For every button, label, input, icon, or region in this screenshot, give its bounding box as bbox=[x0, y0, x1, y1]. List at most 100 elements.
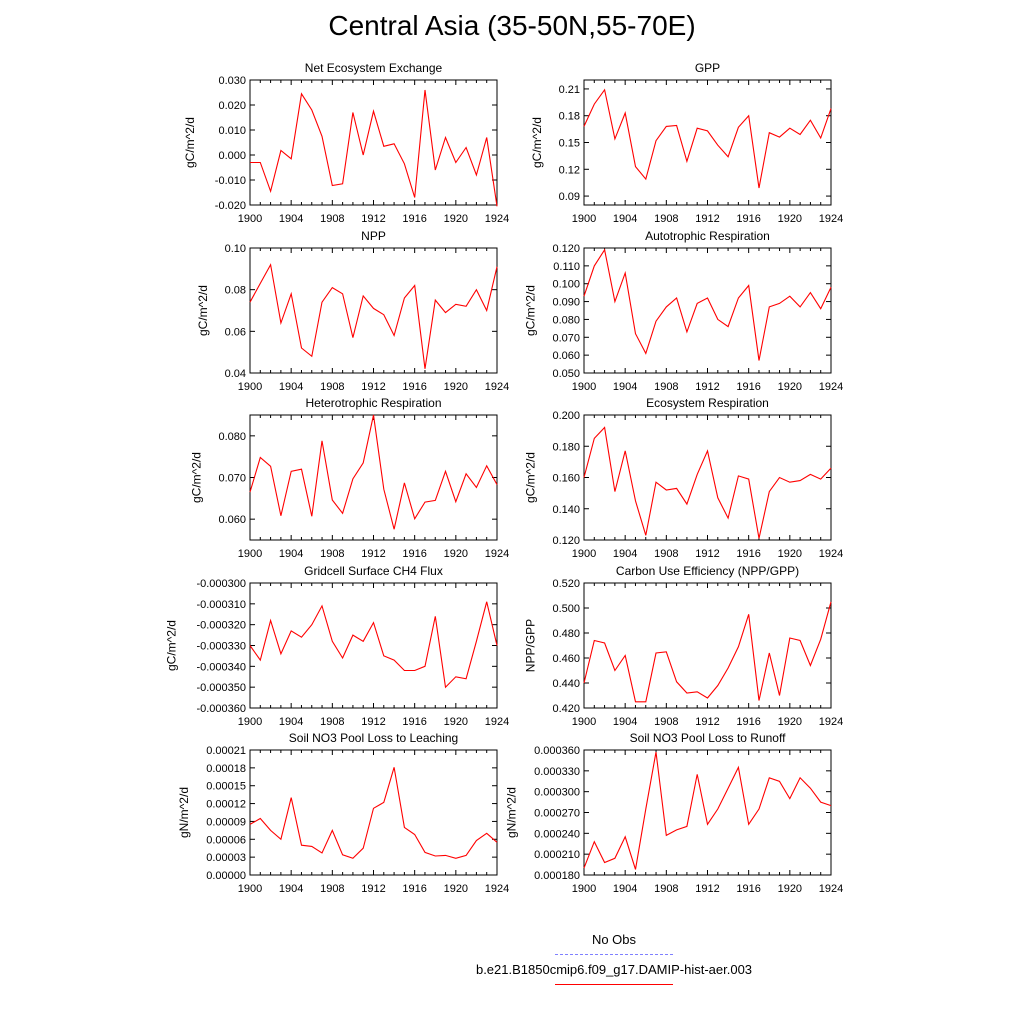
chart-title: Soil NO3 Pool Loss to Runoff bbox=[630, 731, 787, 745]
y-tick-label: 0.120 bbox=[552, 535, 580, 547]
y-tick-label: 0.06 bbox=[225, 326, 246, 338]
y-tick-label: -0.000300 bbox=[196, 578, 246, 590]
y-tick-label: 0.000270 bbox=[534, 808, 580, 820]
x-tick-label: 1916 bbox=[736, 883, 760, 895]
page-title: Central Asia (35-50N,55-70E) bbox=[328, 10, 696, 41]
y-tick-label: -0.020 bbox=[215, 200, 246, 212]
y-tick-label: 0.090 bbox=[552, 297, 580, 309]
y-tick-label: 0.010 bbox=[218, 125, 246, 137]
x-tick-label: 1920 bbox=[444, 548, 468, 560]
x-tick-label: 1920 bbox=[778, 548, 802, 560]
x-tick-label: 1924 bbox=[819, 548, 843, 560]
y-tick-label: 0.04 bbox=[225, 368, 246, 380]
x-tick-label: 1916 bbox=[402, 548, 426, 560]
x-tick-label: 1904 bbox=[279, 381, 303, 393]
x-tick-label: 1908 bbox=[320, 548, 344, 560]
x-tick-label: 1916 bbox=[736, 213, 760, 225]
plot-frame bbox=[583, 414, 832, 541]
x-tick-label: 1912 bbox=[361, 381, 385, 393]
y-axis-label: gC/m^2/d bbox=[196, 285, 210, 336]
x-tick-label: 1908 bbox=[654, 716, 678, 728]
x-tick-label: 1912 bbox=[695, 883, 719, 895]
y-axis-label: gN/m^2/d bbox=[177, 787, 191, 838]
x-tick-label: 1904 bbox=[279, 716, 303, 728]
chart-carbon-use-efficiency-npp-gpp: Carbon Use Efficiency (NPP/GPP) 1900 1904 1… bbox=[524, 564, 844, 728]
y-tick-label: 0.000180 bbox=[534, 870, 580, 882]
x-tick-label: 1908 bbox=[654, 548, 678, 560]
y-tick-label: 0.060 bbox=[552, 350, 580, 362]
chart-ecosystem-respiration: Ecosystem Respiration 1900 1904 1908 1912 191… bbox=[524, 396, 844, 560]
x-tick-label: 1904 bbox=[279, 213, 303, 225]
series-line bbox=[249, 263, 498, 369]
y-axis-label: gN/m^2/d bbox=[505, 787, 519, 838]
y-tick-label: 0.00021 bbox=[206, 745, 246, 757]
y-tick-label: 0.070 bbox=[552, 332, 580, 344]
series-line bbox=[249, 601, 498, 689]
x-tick-label: 1912 bbox=[695, 716, 719, 728]
y-tick-label: 0.00003 bbox=[206, 852, 246, 864]
chart-net-ecosystem-exchange: Net Ecosystem Exchange 1900 1904 1908 1912 19… bbox=[183, 61, 509, 225]
y-tick-label: 0.00012 bbox=[206, 799, 246, 811]
y-tick-label: 0.00018 bbox=[206, 763, 246, 775]
plot-frame bbox=[249, 247, 498, 374]
y-axis-label: gC/m^2/d bbox=[183, 117, 197, 168]
x-tick-label: 1904 bbox=[279, 548, 303, 560]
y-tick-label: -0.000310 bbox=[196, 599, 246, 611]
series-line bbox=[249, 414, 498, 530]
x-tick-label: 1900 bbox=[238, 716, 262, 728]
x-tick-label: 1920 bbox=[444, 381, 468, 393]
x-tick-label: 1900 bbox=[238, 883, 262, 895]
y-tick-label: 0.080 bbox=[552, 314, 580, 326]
y-tick-label: 0.00015 bbox=[206, 781, 246, 793]
x-tick-label: 1920 bbox=[778, 716, 802, 728]
x-tick-label: 1912 bbox=[361, 548, 385, 560]
series-line bbox=[583, 248, 832, 361]
y-tick-label: -0.000350 bbox=[196, 682, 246, 694]
x-tick-label: 1900 bbox=[238, 548, 262, 560]
y-tick-label: 0.000210 bbox=[534, 849, 580, 861]
y-tick-label: 0.160 bbox=[552, 473, 580, 485]
y-tick-label: 0.08 bbox=[225, 285, 246, 297]
x-tick-label: 1904 bbox=[613, 213, 637, 225]
x-tick-label: 1924 bbox=[485, 883, 509, 895]
x-tick-label: 1924 bbox=[485, 548, 509, 560]
x-tick-label: 1924 bbox=[819, 883, 843, 895]
chart-soil-no3-pool-loss-to-runoff: Soil NO3 Pool Loss to Runoff 1900 1904 1908… bbox=[505, 731, 844, 895]
chart-title: GPP bbox=[695, 61, 720, 75]
plot-frame bbox=[583, 749, 832, 876]
x-tick-label: 1916 bbox=[402, 381, 426, 393]
series-line bbox=[583, 752, 832, 870]
x-tick-label: 1912 bbox=[695, 381, 719, 393]
plot-frame bbox=[583, 247, 832, 374]
y-tick-label: 0.110 bbox=[553, 261, 580, 273]
x-tick-label: 1900 bbox=[238, 213, 262, 225]
x-tick-label: 1924 bbox=[819, 381, 843, 393]
x-tick-label: 1920 bbox=[778, 883, 802, 895]
x-tick-label: 1912 bbox=[361, 883, 385, 895]
chart-heterotrophic-respiration: Heterotrophic Respiration 1900 1904 1908 191… bbox=[190, 396, 510, 560]
y-tick-label: 0.460 bbox=[552, 653, 580, 665]
x-tick-label: 1908 bbox=[654, 213, 678, 225]
y-axis-label: gC/m^2/d bbox=[524, 452, 538, 503]
y-tick-label: 0.070 bbox=[218, 473, 246, 485]
x-tick-label: 1912 bbox=[695, 213, 719, 225]
plot-frame bbox=[583, 582, 832, 709]
y-tick-label: 0.00009 bbox=[206, 816, 246, 828]
x-tick-label: 1920 bbox=[444, 883, 468, 895]
x-tick-label: 1912 bbox=[695, 548, 719, 560]
y-tick-label: 0.120 bbox=[552, 243, 580, 255]
x-tick-label: 1924 bbox=[485, 213, 509, 225]
y-axis-label: NPP/GPP bbox=[524, 619, 538, 672]
x-tick-label: 1908 bbox=[320, 716, 344, 728]
x-tick-label: 1912 bbox=[361, 716, 385, 728]
y-tick-label: 0.100 bbox=[552, 279, 580, 291]
y-tick-label: 0.080 bbox=[218, 431, 246, 443]
x-tick-label: 1904 bbox=[279, 883, 303, 895]
y-tick-label: -0.010 bbox=[215, 175, 246, 187]
x-tick-label: 1900 bbox=[572, 883, 596, 895]
plot-frame bbox=[249, 414, 498, 541]
chart-title: Autotrophic Respiration bbox=[645, 229, 770, 243]
y-tick-label: 0.09 bbox=[559, 191, 580, 203]
x-tick-label: 1916 bbox=[736, 716, 760, 728]
series-line bbox=[249, 767, 498, 859]
